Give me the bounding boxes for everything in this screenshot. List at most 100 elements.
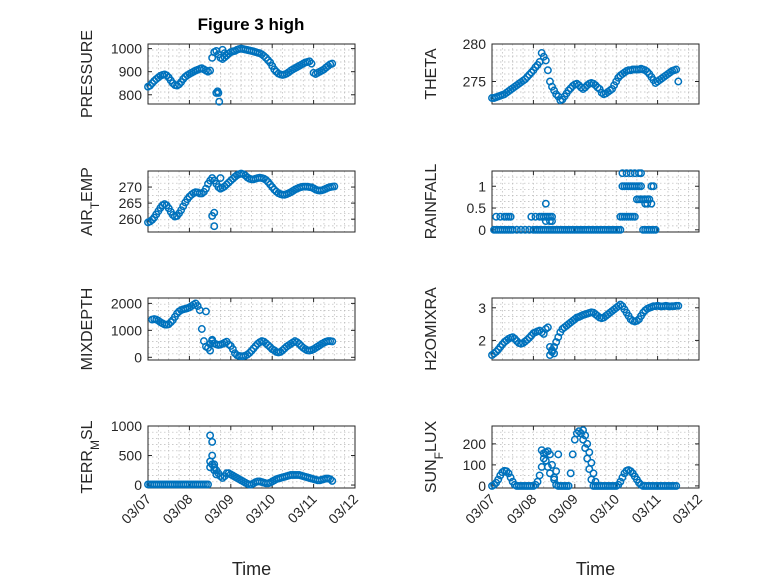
- data-point: [643, 199, 652, 208]
- data-point: [222, 180, 231, 189]
- data-point: [647, 199, 656, 208]
- y-tick-label: 280: [463, 36, 487, 52]
- data-point: [651, 225, 660, 234]
- y-tick-label: 260: [119, 211, 143, 227]
- data-point: [550, 475, 559, 484]
- x-axis-label: Time: [232, 559, 271, 579]
- data-point: [508, 225, 517, 234]
- subplot-theta: 275 280 THETA: [423, 36, 700, 105]
- y-tick-label: 800: [119, 87, 143, 103]
- data-point: [245, 349, 254, 357]
- data-point: [564, 86, 573, 95]
- x-axis-label: Time: [576, 559, 615, 579]
- data-point: [490, 480, 499, 489]
- data-point: [162, 71, 171, 80]
- x-tick-label: 03/10: [586, 491, 622, 527]
- data-point: [228, 345, 237, 354]
- data-point: [216, 472, 225, 481]
- y-tick-label: 100: [463, 457, 487, 473]
- data-point: [566, 469, 575, 478]
- data-point: [583, 439, 592, 448]
- data-point: [589, 469, 598, 478]
- data-point: [208, 451, 217, 460]
- data-point: [259, 52, 268, 60]
- y-axis-label: THETA: [423, 48, 440, 100]
- subplot-mixdepth: 0 1000 2000 MIXDEPTH: [79, 288, 356, 371]
- data-point: [220, 182, 229, 191]
- data-point: [587, 458, 596, 467]
- data-point: [548, 217, 556, 226]
- y-tick-label: 0.5: [467, 200, 487, 216]
- data-point: [148, 215, 157, 224]
- data-point: [626, 169, 635, 178]
- y-axis-label: PRESSURE: [79, 30, 96, 118]
- data-point: [213, 87, 222, 96]
- y-axis-label: SUNFLUX: [423, 421, 446, 494]
- data-point: [177, 206, 186, 215]
- x-tick-label: 03/11: [284, 491, 320, 527]
- y-axis-label: AIRTEMP: [79, 167, 102, 236]
- axes-border: [147, 297, 356, 361]
- data-point: [564, 481, 573, 490]
- data-point: [618, 473, 627, 482]
- data-point: [630, 212, 639, 221]
- data-point: [210, 208, 219, 217]
- data-point: [328, 59, 337, 68]
- data-point: [568, 450, 577, 459]
- data-point: [328, 476, 337, 485]
- data-point: [328, 337, 337, 346]
- y-tick-label: 2: [478, 332, 486, 348]
- data-point: [523, 335, 532, 344]
- y-axis-label: RAINFALL: [423, 164, 440, 240]
- data-point: [581, 444, 590, 453]
- data-point: [164, 320, 173, 329]
- axes-border: [147, 43, 356, 105]
- subplot-sun_flux: 0 100 200 03/07 03/08 03/09 03/10 03/11 03/12 SUN…: [423, 421, 705, 579]
- data-point: [512, 225, 521, 234]
- x-tick-label: 03/12: [325, 491, 361, 527]
- data-point: [574, 427, 583, 436]
- data-point: [552, 467, 561, 476]
- x-tick-label: 03/07: [462, 491, 498, 527]
- axes-border: [491, 43, 700, 105]
- data-point: [215, 97, 224, 106]
- data-point: [204, 480, 212, 489]
- data-point: [208, 437, 217, 446]
- data-point: [548, 212, 556, 221]
- figure-title: Figure 3 high: [198, 15, 305, 34]
- data-point: [637, 182, 645, 191]
- data-point: [554, 450, 563, 459]
- data-point: [579, 435, 588, 444]
- data-point: [616, 225, 625, 234]
- y-tick-label: 275: [463, 74, 487, 90]
- y-tick-label: 0: [478, 478, 486, 494]
- y-tick-label: 0: [134, 349, 142, 365]
- y-tick-label: 2000: [111, 295, 142, 311]
- data-point: [212, 470, 221, 479]
- x-tick-label: 03/09: [545, 491, 581, 527]
- data-point: [218, 474, 227, 482]
- data-point: [208, 335, 217, 344]
- data-point: [572, 429, 581, 438]
- data-point: [527, 212, 536, 221]
- data-point: [535, 471, 544, 480]
- data-point: [262, 176, 270, 184]
- y-tick-label: 3: [478, 300, 486, 316]
- data-point: [521, 75, 530, 84]
- subplot-pressure: 800 900 1000 PRESSURE: [79, 30, 356, 118]
- y-tick-label: 500: [119, 448, 143, 464]
- data-point: [502, 467, 511, 476]
- data-point: [494, 475, 503, 484]
- y-axis-label: MIXDEPTH: [79, 288, 96, 371]
- data-point: [307, 59, 316, 68]
- data-point: [216, 174, 225, 183]
- subplot-terr_msl: 0 500 1000 03/07 03/08 03/09 03/10 03/11 03/12 TE…: [79, 418, 361, 579]
- data-point: [264, 341, 273, 350]
- y-tick-label: 0: [478, 222, 486, 238]
- y-axis-label: TERRMSL: [79, 420, 102, 493]
- data-point: [506, 212, 515, 221]
- data-point: [492, 212, 501, 221]
- data-point: [521, 225, 530, 234]
